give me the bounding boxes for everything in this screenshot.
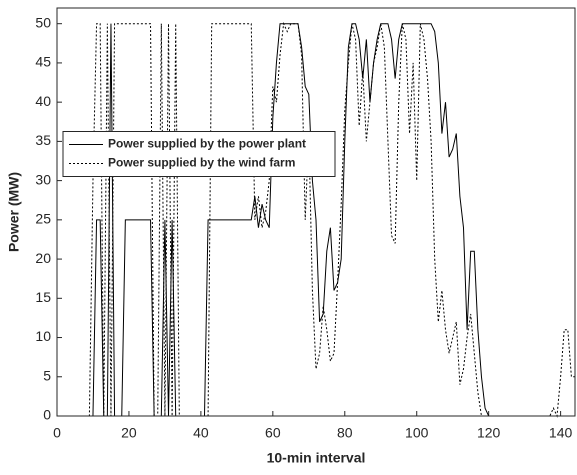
- plot-area: [57, 8, 575, 416]
- legend-label: Power supplied by the wind farm: [108, 156, 295, 170]
- x-tick-label: 100: [405, 425, 429, 441]
- y-tick-label: 40: [35, 93, 51, 109]
- x-tick-label: 40: [193, 425, 209, 441]
- y-tick-label: 25: [35, 211, 51, 227]
- x-axis-label: 10-min interval: [267, 450, 366, 466]
- y-tick-label: 10: [35, 328, 51, 344]
- x-tick-label: 20: [121, 425, 137, 441]
- y-tick-label: 30: [35, 171, 51, 187]
- y-tick-label: 20: [35, 250, 51, 266]
- x-tick-label: 0: [53, 425, 61, 441]
- y-axis-label: Power (MW): [6, 172, 22, 252]
- y-tick-label: 35: [35, 132, 51, 148]
- x-tick-label: 80: [337, 425, 353, 441]
- y-tick-label: 45: [35, 54, 51, 70]
- y-tick-label: 5: [43, 367, 51, 383]
- x-tick-label: 140: [549, 425, 573, 441]
- y-tick-label: 15: [35, 289, 51, 305]
- x-tick-label: 120: [477, 425, 501, 441]
- x-tick-label: 60: [265, 425, 281, 441]
- plot-frame: [56, 7, 576, 417]
- legend-label: Power supplied by the power plant: [108, 137, 306, 151]
- y-tick-label: 0: [43, 407, 51, 423]
- y-tick-label: 50: [35, 14, 51, 30]
- legend-box: [62, 131, 336, 177]
